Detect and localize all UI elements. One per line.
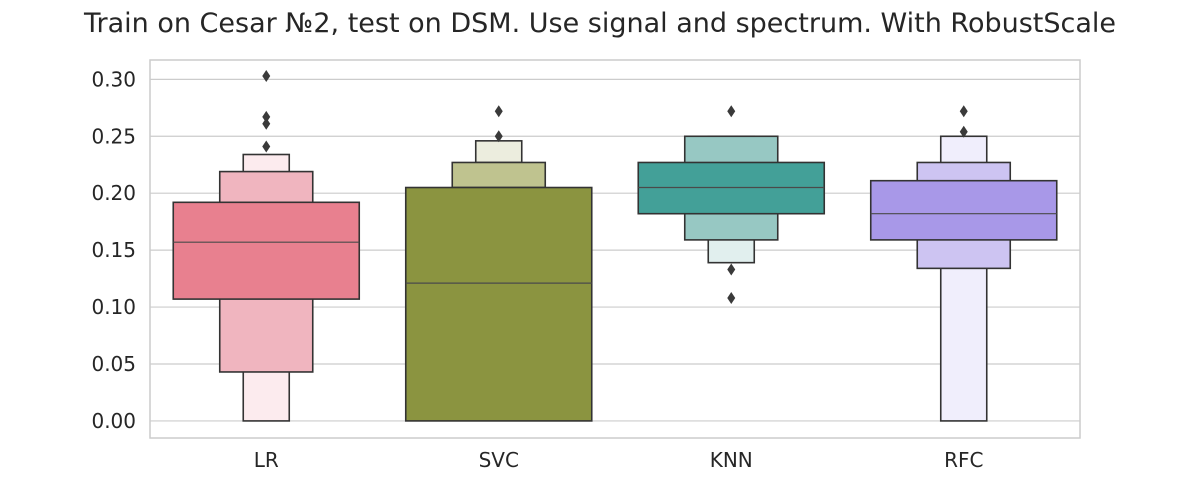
outlier-point	[959, 125, 968, 138]
tick-layer: 0.00 0.05 0.10 0.15 0.20 0.25 0.30 LR SVC KNN RFC	[91, 67, 983, 472]
y-tick-label: 0.05	[91, 352, 136, 376]
x-tick-label: LR	[254, 448, 279, 472]
y-tick-label: 0.25	[91, 124, 136, 148]
y-tick-label: 0.30	[91, 67, 136, 91]
outlier-point	[727, 263, 736, 276]
outlier-point	[262, 140, 271, 153]
y-tick-label: 0.20	[91, 181, 136, 205]
boxen-svc	[404, 105, 593, 422]
outlier-point	[959, 105, 968, 118]
outlier-point	[727, 105, 736, 118]
boxen-level-2	[451, 161, 547, 189]
boxen-knn	[637, 105, 826, 304]
y-tick-label: 0.10	[91, 295, 136, 319]
boxen-level-1	[869, 179, 1058, 241]
x-tick-label: RFC	[944, 448, 983, 472]
chart-title: Train on Cesar №2, test on DSM. Use sign…	[83, 8, 1116, 39]
outlier-point	[494, 130, 503, 143]
outlier-point	[727, 291, 736, 304]
outlier-point	[262, 69, 271, 82]
y-tick-label: 0.00	[91, 409, 136, 433]
plot-frame	[149, 59, 1081, 439]
x-tick-label: SVC	[479, 448, 519, 472]
outlier-point	[262, 110, 271, 123]
box-layer	[172, 69, 1058, 422]
boxen-level-1	[404, 186, 593, 422]
outlier-point	[262, 117, 271, 130]
boxen-level-3	[474, 140, 523, 164]
x-tick-label: KNN	[710, 448, 753, 472]
outlier-point	[494, 105, 503, 118]
y-tick-label: 0.15	[91, 238, 136, 262]
boxen-level-1	[172, 201, 361, 300]
boxen-rfc	[869, 105, 1058, 422]
boxen-lr	[172, 69, 361, 422]
